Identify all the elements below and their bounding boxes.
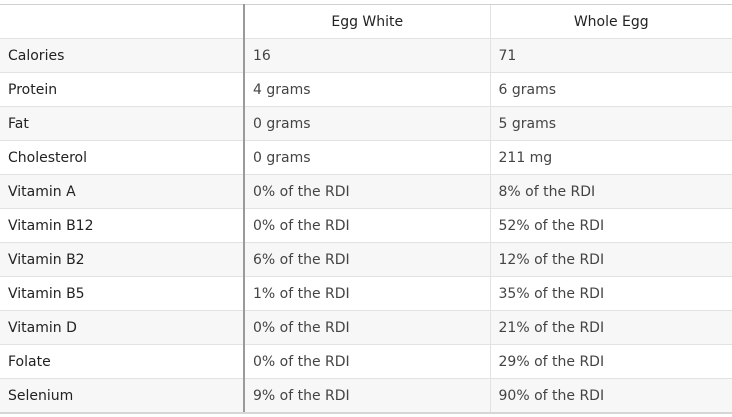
column-header: Egg White — [243, 4, 490, 39]
page: Egg White Whole Egg Calories 16 71 Protein 4 … — [0, 4, 732, 417]
cell: 21% of the RDI — [489, 310, 732, 345]
cell: 52% of the RDI — [489, 208, 732, 243]
cell: 9% of the RDI — [244, 378, 490, 414]
cell: 4 grams — [244, 72, 490, 107]
table-row: Vitamin B5 1% of the RDI 35% of the RDI — [0, 276, 732, 311]
table-row: Fat 0 grams 5 grams — [0, 106, 732, 141]
table-row: Cholesterol 0 grams 211 mg — [0, 140, 732, 175]
header-cell — [0, 4, 245, 39]
table-row: Vitamin A 0% of the RDI 8% of the RDI — [0, 174, 732, 209]
table-row: Vitamin B12 0% of the RDI 52% of the RDI — [0, 208, 732, 243]
cell: 0% of the RDI — [244, 310, 490, 345]
nutrition-table: Egg White Whole Egg Calories 16 71 Protein 4 … — [0, 4, 732, 414]
row-label: Selenium — [0, 378, 245, 414]
row-label: Vitamin B2 — [0, 242, 245, 277]
cell: 0 grams — [244, 106, 490, 141]
row-label: Vitamin B12 — [0, 208, 245, 243]
cell: 16 — [244, 38, 490, 73]
table-row: Protein 4 grams 6 grams — [0, 72, 732, 107]
row-label: Protein — [0, 72, 245, 107]
row-label: Calories — [0, 38, 245, 73]
cell: 5 grams — [489, 106, 732, 141]
row-label: Fat — [0, 106, 245, 141]
table-header: Egg White Whole Egg — [0, 4, 732, 39]
row-label: Vitamin D — [0, 310, 245, 345]
cell: 71 — [489, 38, 732, 73]
table-row: Folate 0% of the RDI 29% of the RDI — [0, 344, 732, 379]
cell: 8% of the RDI — [489, 174, 732, 209]
cell: 0% of the RDI — [244, 344, 490, 379]
header-row: Egg White Whole Egg — [0, 4, 732, 39]
cell: 0 grams — [244, 140, 490, 175]
cell: 35% of the RDI — [489, 276, 732, 311]
table-row: Vitamin D 0% of the RDI 21% of the RDI — [0, 310, 732, 345]
row-label: Folate — [0, 344, 245, 379]
table-body: Calories 16 71 Protein 4 grams 6 grams Fat 0 gr… — [0, 38, 732, 414]
row-label: Cholesterol — [0, 140, 245, 175]
table-row: Calories 16 71 — [0, 38, 732, 73]
cell: 29% of the RDI — [489, 344, 732, 379]
table-row: Selenium 9% of the RDI 90% of the RDI — [0, 378, 732, 414]
cell: 0% of the RDI — [244, 174, 490, 209]
table-row: Vitamin B2 6% of the RDI 12% of the RDI — [0, 242, 732, 277]
cell: 12% of the RDI — [489, 242, 732, 277]
cell: 0% of the RDI — [244, 208, 490, 243]
cell: 1% of the RDI — [244, 276, 490, 311]
cell: 6% of the RDI — [244, 242, 490, 277]
row-label: Vitamin B5 — [0, 276, 245, 311]
row-label: Vitamin A — [0, 174, 245, 209]
cell: 211 mg — [489, 140, 732, 175]
column-header: Whole Egg — [489, 4, 732, 39]
cell: 90% of the RDI — [489, 378, 732, 414]
cell: 6 grams — [489, 72, 732, 107]
